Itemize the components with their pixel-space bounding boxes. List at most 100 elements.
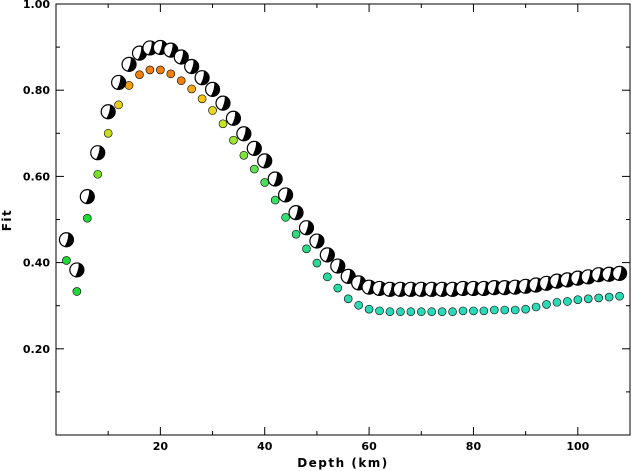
- fit-dot: [187, 84, 196, 94]
- fit-dot: [114, 100, 123, 110]
- fit-dot: [385, 307, 395, 317]
- mechanism-compression: [95, 145, 105, 160]
- fit-dot: [208, 106, 217, 115]
- fit-dot: [72, 287, 82, 296]
- mechanism-marker: [90, 145, 106, 161]
- fit-dot: [62, 256, 71, 265]
- mechanism-compression: [64, 232, 74, 247]
- mechanism-compression: [210, 82, 220, 97]
- mechanism-compression: [304, 220, 314, 235]
- upper-series: [58, 39, 628, 297]
- mechanism-marker: [330, 258, 346, 274]
- fit-dot: [239, 150, 249, 160]
- mechanism-marker: [278, 187, 294, 203]
- fit-dot: [396, 307, 405, 317]
- fit-dot: [323, 272, 332, 282]
- mechanism-compression: [242, 126, 251, 141]
- fit-dot: [448, 307, 457, 317]
- fit-dot: [270, 195, 280, 205]
- fit-dot: [552, 297, 562, 307]
- mechanism-marker: [246, 140, 262, 156]
- fit-dot: [427, 307, 437, 317]
- mechanism-compression: [127, 57, 137, 72]
- mechanism-marker: [288, 205, 304, 221]
- mechanism-compression: [283, 188, 293, 202]
- fit-dot: [510, 305, 520, 315]
- axis-ticks: [56, 3, 630, 435]
- mechanism-marker: [225, 110, 242, 126]
- fit-dot: [124, 81, 134, 90]
- x-tick-label: 20: [153, 440, 169, 453]
- fit-dot: [83, 213, 92, 223]
- mechanism-marker: [215, 95, 231, 111]
- mechanism-compression: [325, 248, 335, 262]
- fit-dot: [479, 306, 489, 316]
- mechanism-marker: [111, 74, 127, 91]
- mechanism-marker: [100, 104, 116, 120]
- fit-dot: [176, 76, 186, 86]
- fit-dot: [615, 291, 624, 301]
- x-tick-label: 100: [566, 440, 589, 453]
- fit-dot: [156, 65, 165, 75]
- mechanism-compression: [231, 111, 241, 126]
- y-tick-label: 0.80: [23, 84, 50, 97]
- x-tick-label: 40: [257, 440, 273, 453]
- fit-dot: [354, 300, 363, 310]
- mechanism-compression: [262, 154, 272, 168]
- mechanism-compression: [335, 259, 345, 274]
- fit-dot: [500, 305, 510, 315]
- mechanism-marker: [79, 189, 95, 205]
- fit-dot: [302, 244, 311, 254]
- fit-dot: [542, 300, 551, 309]
- mechanism-marker: [403, 281, 419, 297]
- x-axis-label: Depth (km): [297, 456, 389, 470]
- mechanism-marker: [298, 220, 315, 236]
- x-tick-label: 60: [361, 440, 377, 453]
- fit-dot: [249, 164, 259, 174]
- fit-dot: [229, 135, 238, 145]
- fit-dot: [437, 307, 447, 317]
- mechanism-marker: [267, 171, 283, 187]
- fit-dot: [375, 306, 384, 316]
- fit-dot: [531, 302, 541, 312]
- axis-tick-labels: 20 40 60 80 100 0.20 0.40 0.60 0.80 1.00: [23, 0, 590, 453]
- fit-dot: [260, 178, 270, 187]
- fit-dot: [103, 129, 113, 138]
- mechanism-compression: [221, 96, 230, 111]
- fit-dot: [406, 307, 416, 317]
- mechanism-marker: [204, 81, 221, 97]
- fit-dot: [521, 304, 530, 314]
- mechanism-compression: [75, 263, 84, 277]
- mechanism-compression: [106, 104, 116, 119]
- fit-dot: [416, 307, 426, 317]
- mechanism-marker: [319, 247, 335, 263]
- y-axis-label: Fit: [0, 209, 14, 232]
- mechanism-marker: [236, 126, 252, 142]
- mechanism-compression: [273, 172, 283, 186]
- fit-dot: [469, 306, 478, 316]
- fit-dot: [573, 295, 583, 304]
- mechanism-compression: [85, 189, 95, 204]
- fit-dot: [583, 294, 593, 304]
- mechanism-compression: [315, 234, 324, 249]
- fit-dot: [343, 294, 353, 304]
- fit-dot: [135, 70, 144, 79]
- x-tick-label: 80: [466, 440, 482, 453]
- mechanism-compression: [294, 205, 304, 220]
- mechanism-compression: [252, 141, 262, 156]
- mechanism-compression: [116, 75, 126, 90]
- fit-dot: [197, 94, 207, 104]
- mechanism-marker: [173, 49, 189, 65]
- fit-dot: [364, 304, 374, 314]
- mechanism-compression: [189, 59, 199, 74]
- mechanism-marker: [121, 56, 137, 72]
- mechanism-marker: [257, 153, 273, 169]
- mechanism-compression: [200, 70, 210, 85]
- fit-dot: [218, 119, 228, 129]
- y-tick-label: 0.20: [23, 343, 50, 356]
- mechanism-compression: [617, 266, 627, 281]
- fit-dot: [458, 306, 468, 316]
- fit-dot: [333, 283, 343, 293]
- fit-dot: [312, 258, 322, 268]
- fit-dot: [490, 305, 499, 315]
